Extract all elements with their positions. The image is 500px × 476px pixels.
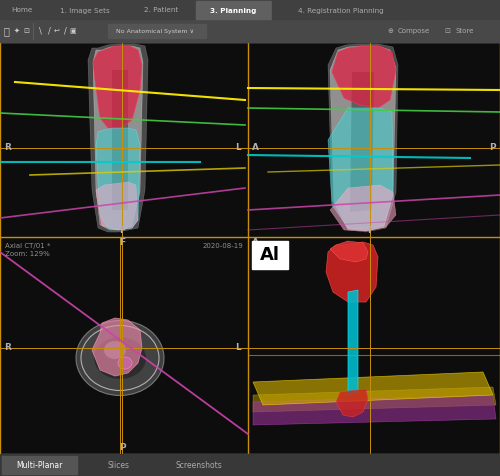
Text: /: / [64,27,66,36]
Bar [108,24,206,38]
Bar [248,237,500,454]
Text: Axial CT/01 *: Axial CT/01 * [5,243,51,249]
Text: A: A [252,143,259,152]
Bar [0,0,500,20]
Polygon shape [253,372,493,405]
Text: A: A [252,238,259,247]
Text: Home: Home [12,8,32,13]
Text: 2020-08-19: 2020-08-19 [202,243,243,249]
Text: ↩: ↩ [54,28,60,34]
Polygon shape [330,185,396,231]
Polygon shape [350,72,374,212]
Ellipse shape [104,341,126,359]
Polygon shape [96,128,140,230]
Bar [0,42,248,237]
Bar [1,1,43,19]
Text: L: L [236,344,241,353]
Polygon shape [328,108,393,229]
Bar [252,241,288,269]
Text: No Anatomical System ∨: No Anatomical System ∨ [116,29,194,33]
Text: Al: Al [260,246,280,264]
Polygon shape [96,182,138,230]
Bar [82,456,157,474]
Polygon shape [330,241,368,262]
Text: F: F [119,226,125,235]
Bar [44,1,126,19]
Text: P: P [118,443,126,452]
Bar [248,42,500,237]
Ellipse shape [94,337,146,379]
Text: F: F [367,226,373,235]
Text: ⊕: ⊕ [387,28,393,34]
Polygon shape [88,44,148,232]
Polygon shape [253,387,496,412]
Text: /: / [48,27,50,36]
Ellipse shape [76,320,164,396]
Ellipse shape [81,326,159,390]
Polygon shape [328,44,398,232]
Bar [0,237,248,454]
Text: 2. Patient: 2. Patient [144,8,178,13]
Text: F: F [119,238,125,247]
Text: Store: Store [455,28,473,34]
Bar [162,456,237,474]
Bar [127,1,195,19]
Polygon shape [93,46,143,230]
Text: P: P [490,143,496,152]
Polygon shape [348,290,358,395]
Text: Compose: Compose [398,28,430,34]
Text: Multi-Planar: Multi-Planar [16,460,62,469]
Bar [196,1,271,19]
Text: Screenshots: Screenshots [176,460,222,469]
Bar [272,1,410,19]
Bar [108,24,206,38]
Text: R: R [4,344,11,353]
Text: ▣: ▣ [70,28,76,34]
Text: 3. Planning: 3. Planning [210,8,256,13]
Text: 4. Registration Planning: 4. Registration Planning [298,8,384,13]
Text: \: \ [38,27,42,36]
Text: R: R [4,143,11,152]
Text: L: L [236,143,241,152]
Text: Zoom: 129%: Zoom: 129% [5,251,50,257]
Text: ⊡: ⊡ [444,28,450,34]
Polygon shape [253,395,496,425]
Ellipse shape [118,357,132,369]
Bar [0,454,500,476]
Text: ⌕: ⌕ [3,26,9,36]
Text: Slices: Slices [108,460,130,469]
Polygon shape [330,46,396,231]
Polygon shape [92,318,142,376]
Polygon shape [326,242,378,302]
Bar [0,20,500,42]
Polygon shape [112,70,128,210]
Text: ⊡: ⊡ [23,28,29,34]
Bar [2,456,77,474]
Text: ✦: ✦ [14,28,20,34]
Polygon shape [336,389,368,417]
Polygon shape [332,46,396,108]
Text: 1. Image Sets: 1. Image Sets [60,8,110,13]
Polygon shape [93,46,142,130]
